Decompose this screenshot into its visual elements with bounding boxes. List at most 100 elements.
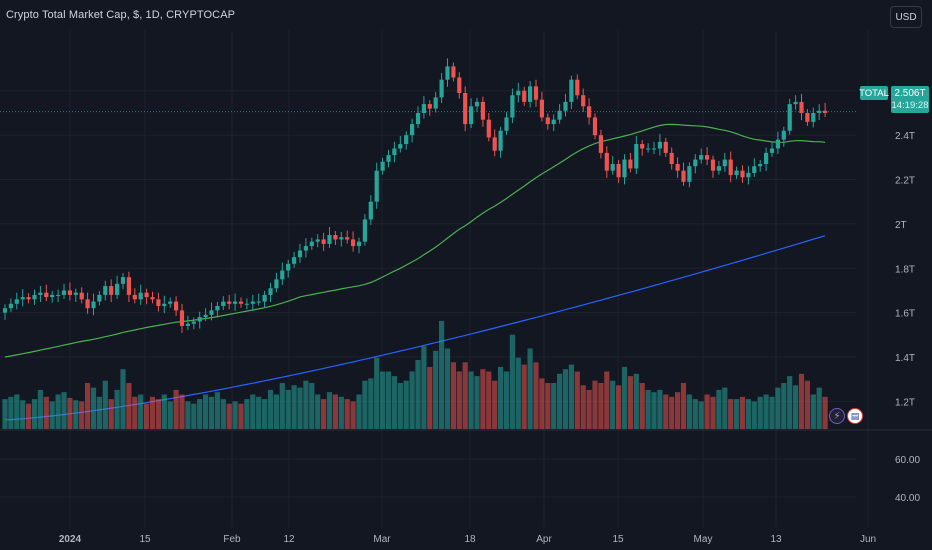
candle-body [799,101,804,113]
candle-body [162,303,167,306]
candle-body [480,101,485,120]
volume-tick-label: 60.00 [895,455,920,466]
candle-body [646,148,651,150]
volume-bar [385,371,392,429]
volume-bar [155,399,161,429]
candle-body [191,321,196,324]
volume-bar [79,401,85,429]
candle-body [693,159,698,167]
candle-body [510,95,515,118]
volume-bar [509,334,515,429]
candle-body [705,155,710,160]
candle-body [421,104,426,113]
time-tick-label: 18 [464,534,476,545]
candle-body [374,170,379,202]
candle-body [445,66,450,80]
candle-body [362,219,367,242]
volume-bar [226,403,232,429]
volume-bar [14,394,20,429]
volume-bar [144,403,150,429]
lightning-icon[interactable]: ⚡ [829,408,845,424]
volume-bar [309,383,315,429]
volume-bar [686,394,692,429]
currency-button[interactable]: USD [890,6,922,28]
candle-body [752,166,757,173]
candle-body [651,148,657,150]
candle-body [592,117,598,136]
price-tick-label: 2.4T [895,131,915,142]
volume-bar [173,389,179,429]
candle-body [144,292,149,298]
candle-body [333,235,338,240]
volume-bar [102,380,108,429]
candle-body [274,279,279,289]
volume-bar [492,380,498,429]
candle-body [185,323,190,326]
candle-body [327,235,332,244]
volume-bar [297,387,303,429]
volume-bar [256,396,262,429]
volume-bar [745,399,751,429]
volume-bar [326,392,333,429]
candle-body [740,170,745,178]
candle-body [356,241,362,247]
candle-body [50,294,55,298]
time-tick-label: Apr [536,534,552,545]
candle-body [268,288,273,295]
volume-bar [515,357,521,429]
volume-bar [610,380,616,429]
volume-bar [279,383,285,429]
candle-body [474,101,480,107]
current-price-value: 2.506T [894,87,926,99]
candle-body [699,155,704,160]
volume-bar [645,389,651,429]
candle-body [522,90,527,102]
volume-bar [149,396,156,429]
candle-body [179,310,185,326]
volume-tick-label: 40.00 [895,493,920,504]
volume-bar [191,403,197,429]
volume-bar [486,371,492,429]
candle-body [79,292,84,300]
volume-bar [208,396,215,429]
candle-body [811,112,816,122]
volume-bar [397,383,403,429]
candle-body [286,263,291,271]
volume-bar [586,389,592,429]
volume-bar [734,399,740,429]
volume-bar [374,357,380,429]
candle-body [215,305,220,311]
price-tick-label: 2T [895,220,907,231]
us-flag-icon[interactable]: ▤ [847,408,863,424]
volume-bar [55,394,61,429]
volume-bar [627,376,633,429]
candles [2,58,828,334]
candle-body [681,170,686,182]
volume-bar [167,401,173,429]
volume-bar [2,399,8,429]
candle-body [32,294,37,300]
candle-body [764,152,769,165]
time-tick-label: Mar [373,534,391,545]
candle-body [545,117,550,125]
volume-bar [161,394,167,429]
candle-body [138,292,143,300]
candle-body [823,110,828,113]
candle-body [262,294,267,302]
volume-bar [444,348,451,429]
volume-bar [20,400,26,429]
volume-bar [285,389,291,429]
moving-average-line [4,123,826,358]
volume-bar [739,396,746,429]
volume-bar [267,389,274,429]
candle-body [734,170,739,176]
candle-body [687,166,692,182]
candle-body [392,148,397,156]
candle-body [439,79,444,98]
candle-body [109,286,114,295]
candle-body [622,159,627,178]
volume-bar [26,403,32,429]
candle-body [610,164,615,171]
